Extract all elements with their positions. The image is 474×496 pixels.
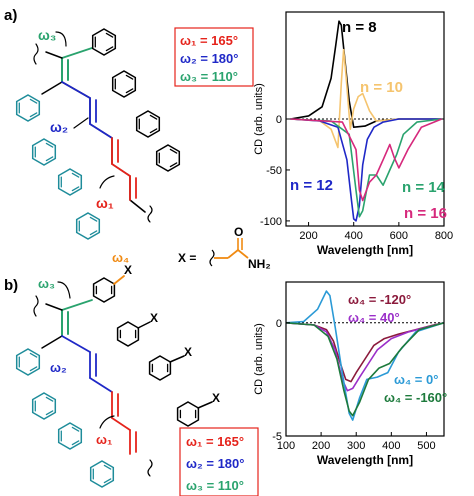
charta-series-line-2 [290, 118, 442, 222]
x-label-3: X [184, 345, 192, 359]
panel-a-angle-box: ω₁ = 165° ω₂ = 180° ω₃ = 110° [174, 27, 254, 87]
charta-series-label-4: n = 16 [404, 205, 447, 222]
w1-label: ω₁ [96, 195, 114, 211]
chartb-xtick-label-2: 300 [347, 440, 365, 452]
chartb-series-line-2 [285, 290, 445, 421]
chartb-xlabel: Wavelength [nm] [317, 453, 413, 467]
panel-b-structure: X X X X ω₄ ω₃ ω₂ ω₁ [15, 250, 220, 488]
nh2-label: NH₂ [248, 257, 271, 271]
charta-ytick-label-2: -100 [260, 216, 282, 228]
charta-ytick-label-0: 0 [276, 114, 282, 126]
charta-xtick-label-0: 200 [299, 230, 317, 242]
angle-b-w2: ω₂ = 180° [186, 456, 244, 471]
angle-b-w3: ω₃ = 110° [186, 478, 244, 493]
charta-series-line-1 [290, 48, 442, 149]
oxygen-label: O [234, 225, 243, 239]
chart-a: 200 400 600 800 0 -50 -100 Wavelength [nm] CD (a… [253, 11, 453, 257]
w4-label: ω₄ [112, 250, 129, 265]
x-label-1: X [124, 263, 132, 277]
w3-label: ω₃ [38, 27, 56, 43]
w1-label-b: ω₁ [96, 432, 112, 447]
chartb-ylabel: CD (arb. units) [253, 323, 265, 395]
charta-series-label-1: n = 10 [360, 79, 403, 96]
charta-series-label-3: n = 14 [402, 179, 446, 196]
chartb-series-label-0: ω₄ = -120° [348, 292, 411, 307]
chartb-xtick-label-0: 100 [277, 440, 295, 452]
chartb-frame [285, 281, 445, 437]
substituent-definition: X = O NH₂ [178, 225, 271, 271]
angle-w3: ω₃ = 110° [180, 69, 238, 84]
charta-series-line-4 [290, 118, 442, 202]
charta-xtick-label-2: 600 [390, 230, 408, 242]
charta-ylabel: CD (arb. units) [253, 83, 265, 155]
chartb-xtick-label-4: 500 [417, 440, 435, 452]
chartb-ytick-label-0: 0 [276, 318, 282, 330]
chart-b: 100 200 300 400 500 0 -5 Wavelength [nm] CD (arb… [253, 281, 447, 467]
x-equals: X = [178, 251, 196, 265]
panel-a-structure: ω₃ ω₂ ω₁ [15, 27, 181, 240]
w2-label: ω₂ [50, 119, 68, 135]
charta-series-label-2: n = 12 [290, 177, 333, 194]
chartb-series-label-1: ω₄ = 40° [348, 310, 400, 325]
charta-xtick-label-3: 800 [435, 230, 453, 242]
panel-b-label: b) [4, 277, 18, 294]
chartb-series-label-3: ω₄ = -160° [384, 390, 447, 405]
x-label-4: X [212, 391, 220, 405]
x-label-2: X [150, 311, 158, 325]
chartb-xtick-label-3: 400 [382, 440, 400, 452]
angle-b-w1: ω₁ = 165° [186, 434, 244, 449]
chartb-series-label-2: ω₄ = 0° [394, 372, 438, 387]
chartb-series-line-1 [285, 322, 445, 392]
charta-ytick-label-1: -50 [266, 165, 282, 177]
charta-series-line-0 [290, 20, 442, 128]
chartb-ytick-label-1: -5 [272, 431, 282, 443]
charta-xlabel: Wavelength [nm] [317, 243, 413, 257]
w2-label-b: ω₂ [50, 360, 67, 375]
chartb-xtick-label-1: 200 [312, 440, 330, 452]
charta-series-label-0: n = 8 [342, 19, 377, 36]
panel-a-label: a) [4, 7, 17, 24]
angle-w1: ω₁ = 165° [180, 33, 238, 48]
w3-label-b: ω₃ [38, 276, 55, 291]
charta-xtick-label-1: 400 [345, 230, 363, 242]
panel-b-angle-box: ω₁ = 165° ω₂ = 180° ω₃ = 110° [179, 427, 259, 496]
charta-series-line-3 [290, 118, 442, 218]
chartb-series-line-3 [285, 322, 445, 417]
angle-w2: ω₂ = 180° [180, 51, 238, 66]
